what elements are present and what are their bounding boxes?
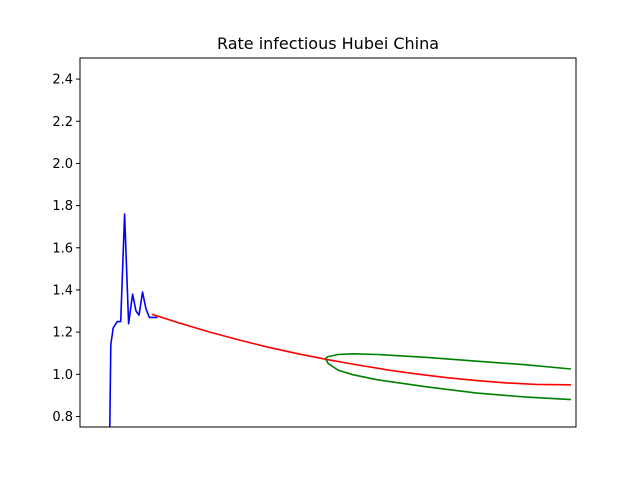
plot-series [109,213,572,427]
y-tick-label: 0.8 [52,410,73,425]
series-line-1 [151,313,572,386]
y-tick-label: 1.6 [52,241,73,256]
y-axis: 0.8 1.0 1.2 1.4 1.6 1.8 2.0 2.2 2.4 [52,73,80,425]
y-tick-label: 1.0 [52,368,73,383]
chart-title: Rate infectious Hubei China [217,34,439,53]
y-tick-label: 1.2 [52,326,73,341]
series-line-0 [109,213,158,427]
y-tick-label: 1.8 [52,199,73,214]
series-line-2 [325,352,572,370]
series-line-3 [324,358,572,401]
y-tick-label: 2.0 [52,157,73,172]
y-tick-label: 1.4 [52,283,73,298]
plot-frame [79,57,577,428]
y-tick-label: 2.2 [52,115,73,130]
y-tick-label: 2.4 [52,73,73,88]
